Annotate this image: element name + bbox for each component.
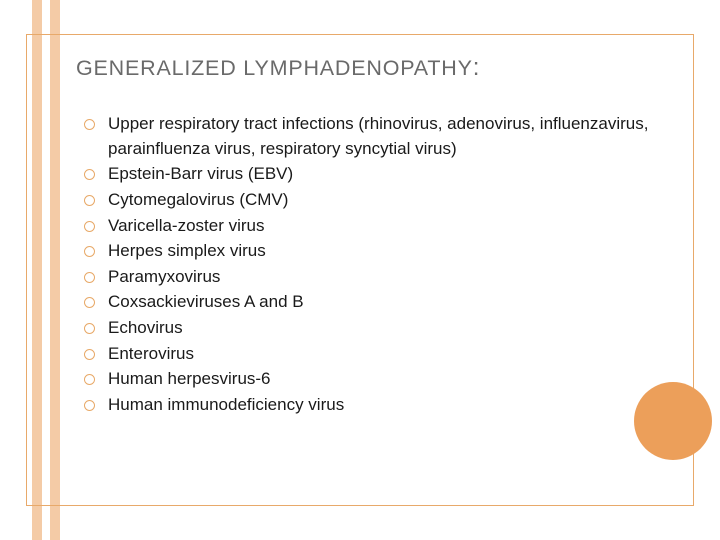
- slide-content: GENERALIZED LYMPHADENOPATHY: Upper respi…: [76, 54, 670, 419]
- list-item: Cytomegalovirus (CMV): [82, 188, 670, 213]
- list-item: Upper respiratory tract infections (rhin…: [82, 112, 670, 161]
- list-item: Human immunodeficiency virus: [82, 393, 670, 418]
- list-item: Echovirus: [82, 316, 670, 341]
- list-item: Human herpesvirus-6: [82, 367, 670, 392]
- title-colon: :: [473, 54, 480, 81]
- slide-title: GENERALIZED LYMPHADENOPATHY:: [76, 54, 670, 82]
- list-item: Herpes simplex virus: [82, 239, 670, 264]
- list-item: Epstein-Barr virus (EBV): [82, 162, 670, 187]
- list-item: Enterovirus: [82, 342, 670, 367]
- title-text: GENERALIZED LYMPHADENOPATHY: [76, 56, 473, 80]
- bullet-list: Upper respiratory tract infections (rhin…: [76, 112, 670, 418]
- list-item: Varicella-zoster virus: [82, 214, 670, 239]
- list-item: Paramyxovirus: [82, 265, 670, 290]
- list-item: Coxsackieviruses A and B: [82, 290, 670, 315]
